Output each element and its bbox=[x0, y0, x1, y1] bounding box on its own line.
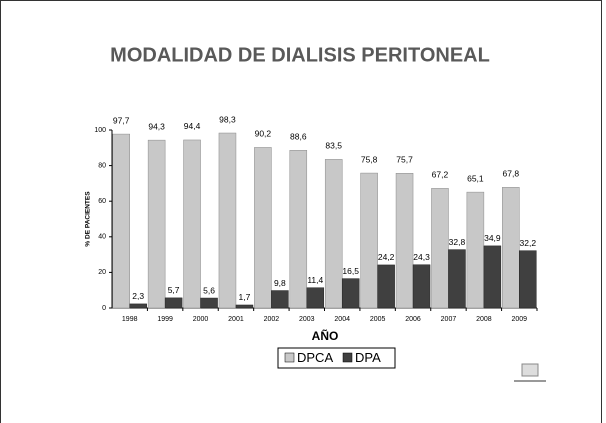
x-axis-title: AÑO bbox=[312, 328, 339, 343]
bar bbox=[200, 297, 218, 309]
bar bbox=[254, 147, 272, 309]
bar bbox=[306, 287, 325, 309]
legend-swatch bbox=[342, 352, 353, 363]
bar bbox=[324, 159, 343, 309]
value-label: 5,6 bbox=[203, 285, 215, 295]
value-label: 5,7 bbox=[168, 285, 180, 295]
y-tick-label: 40 bbox=[98, 234, 106, 241]
bar bbox=[395, 173, 414, 309]
value-label: 16,5 bbox=[342, 266, 359, 276]
bar bbox=[218, 132, 237, 309]
bar bbox=[431, 188, 449, 309]
value-label: 24,2 bbox=[378, 252, 395, 262]
value-label: 34,9 bbox=[484, 233, 501, 243]
value-label: 1,7 bbox=[239, 292, 251, 302]
x-tick-label: 2006 bbox=[405, 316, 421, 323]
chart-title: MODALIDAD DE DIALISIS PERITONEAL bbox=[110, 44, 490, 66]
value-label: 75,7 bbox=[396, 155, 413, 165]
bar bbox=[112, 133, 130, 309]
value-label: 83,5 bbox=[325, 141, 342, 151]
x-tick-label: 1999 bbox=[157, 316, 173, 323]
value-label: 65,1 bbox=[467, 173, 484, 183]
y-tick-label: 100 bbox=[94, 127, 106, 134]
value-label: 67,2 bbox=[432, 170, 449, 180]
legend-box bbox=[277, 347, 396, 369]
bar bbox=[129, 303, 147, 309]
bar bbox=[341, 278, 360, 309]
bar bbox=[183, 139, 201, 309]
legend-label: DPA bbox=[355, 350, 381, 365]
value-label: 9,8 bbox=[274, 278, 286, 288]
value-label: 32,8 bbox=[449, 237, 466, 247]
bar bbox=[271, 290, 289, 309]
bar bbox=[502, 187, 520, 309]
x-tick-label: 2005 bbox=[370, 316, 386, 323]
value-label: 97,7 bbox=[113, 115, 130, 125]
bar bbox=[466, 191, 485, 309]
x-tick-label: 2002 bbox=[264, 316, 280, 323]
y-tick-label: 80 bbox=[98, 162, 106, 169]
value-label: 75,8 bbox=[361, 154, 378, 164]
x-tick-label: 2008 bbox=[476, 316, 492, 323]
nav-icon[interactable] bbox=[521, 363, 539, 377]
x-tick-label: 2003 bbox=[299, 316, 315, 323]
value-label: 90,2 bbox=[255, 129, 272, 139]
x-tick-label: 2007 bbox=[441, 316, 457, 323]
value-label: 88,6 bbox=[290, 132, 307, 142]
bar bbox=[412, 264, 431, 309]
bar bbox=[289, 150, 308, 309]
y-axis-title: % DE PACIENTES bbox=[85, 191, 92, 247]
x-tick-label: 1998 bbox=[122, 316, 138, 323]
x-tick-label: 2009 bbox=[512, 316, 528, 323]
value-label: 67,8 bbox=[503, 169, 520, 179]
legend-swatch bbox=[284, 352, 295, 363]
bar bbox=[235, 304, 254, 309]
y-tick-label: 60 bbox=[98, 198, 106, 205]
value-label: 94,3 bbox=[148, 121, 165, 131]
value-label: 98,3 bbox=[219, 114, 236, 124]
x-tick-label: 2001 bbox=[228, 316, 244, 323]
x-tick-label: 2004 bbox=[334, 316, 350, 323]
value-label: 94,4 bbox=[184, 121, 201, 131]
bar bbox=[377, 264, 395, 309]
bar bbox=[519, 250, 537, 309]
bar bbox=[483, 245, 502, 309]
value-label: 11,4 bbox=[307, 275, 323, 285]
value-label: 32,2 bbox=[520, 238, 537, 248]
bar bbox=[147, 139, 166, 309]
bar bbox=[448, 249, 466, 309]
y-tick-label: 20 bbox=[98, 269, 106, 276]
value-label: 24,3 bbox=[413, 252, 430, 262]
bar bbox=[360, 172, 378, 309]
value-label: 2,3 bbox=[132, 291, 144, 301]
legend-label: DPCA bbox=[297, 350, 333, 365]
x-tick-label: 2000 bbox=[193, 316, 209, 323]
bar bbox=[164, 297, 183, 309]
y-tick-label: 0 bbox=[102, 305, 106, 312]
